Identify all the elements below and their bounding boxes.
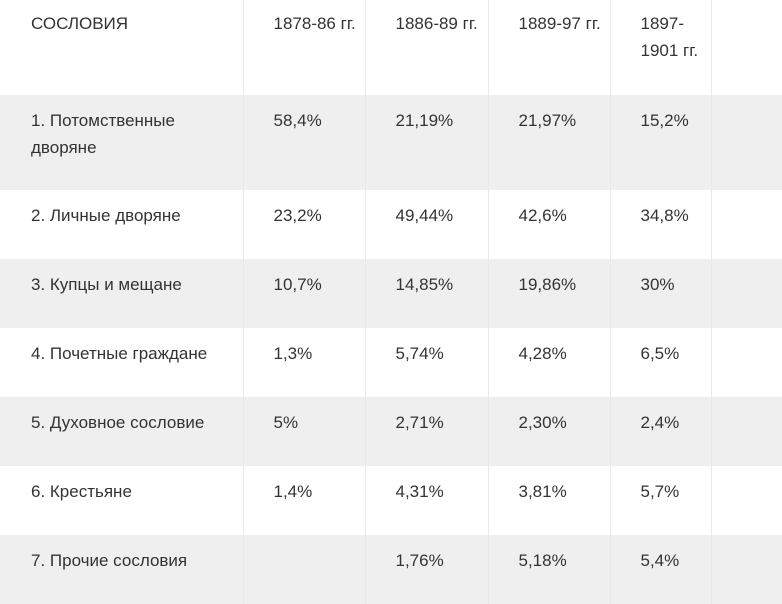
cell-value: 49,44% — [365, 190, 489, 259]
cell-value: 1,76% — [365, 535, 489, 604]
header-period-3: 1889-97 гг. — [488, 0, 611, 95]
cell-value: 2,71% — [365, 397, 489, 466]
cell-value: 4,28% — [488, 328, 611, 397]
cell-value: 14,85% — [365, 259, 489, 328]
cell-value: 2,4% — [610, 397, 712, 466]
cell-empty — [711, 466, 782, 535]
cell-value: 4,31% — [365, 466, 489, 535]
table-row: 1. Потомственные дворяне 58,4% 21,19% 21… — [0, 95, 782, 190]
cell-value: 5% — [243, 397, 366, 466]
row-label: 6. Крестьяне — [0, 466, 244, 535]
table-row: 7. Прочие сословия 1,76% 5,18% 5,4% — [0, 535, 782, 604]
table-row: 2. Личные дворяне 23,2% 49,44% 42,6% 34,… — [0, 190, 782, 259]
cell-value: 5,7% — [610, 466, 712, 535]
cell-empty — [711, 328, 782, 397]
row-label: 1. Потомственные дворяне — [0, 95, 244, 190]
cell-value: 6,5% — [610, 328, 712, 397]
header-period-4: 1897-1901 гг. — [610, 0, 712, 95]
row-label: 7. Прочие сословия — [0, 535, 244, 604]
cell-value: 5,74% — [365, 328, 489, 397]
header-estates: СОСЛОВИЯ — [0, 0, 244, 95]
cell-value: 21,19% — [365, 95, 489, 190]
cell-value — [243, 535, 366, 604]
cell-value: 30% — [610, 259, 712, 328]
cell-value: 21,97% — [488, 95, 611, 190]
cell-value: 3,81% — [488, 466, 611, 535]
header-period-2: 1886-89 гг. — [365, 0, 489, 95]
row-label: 3. Купцы и мещане — [0, 259, 244, 328]
cell-value: 19,86% — [488, 259, 611, 328]
cell-value: 15,2% — [610, 95, 712, 190]
cell-value: 58,4% — [243, 95, 366, 190]
cell-value: 10,7% — [243, 259, 366, 328]
cell-value: 1,3% — [243, 328, 366, 397]
cell-value: 1,4% — [243, 466, 366, 535]
header-period-1: 1878-86 гг. — [243, 0, 366, 95]
table-header-row: СОСЛОВИЯ 1878-86 гг. 1886-89 гг. 1889-97… — [0, 0, 782, 95]
row-label: 2. Личные дворяне — [0, 190, 244, 259]
table-row: 4. Почетные граждане 1,3% 5,74% 4,28% 6,… — [0, 328, 782, 397]
row-label: 4. Почетные граждане — [0, 328, 244, 397]
cell-empty — [711, 535, 782, 604]
cell-empty — [711, 397, 782, 466]
cell-value: 34,8% — [610, 190, 712, 259]
row-label: 5. Духовное сословие — [0, 397, 244, 466]
cell-value: 2,30% — [488, 397, 611, 466]
cell-empty — [711, 259, 782, 328]
cell-empty — [711, 190, 782, 259]
cell-value: 23,2% — [243, 190, 366, 259]
table-row: 6. Крестьяне 1,4% 4,31% 3,81% 5,7% — [0, 466, 782, 535]
header-empty — [711, 0, 782, 95]
cell-value: 5,18% — [488, 535, 611, 604]
cell-value: 42,6% — [488, 190, 611, 259]
cell-value: 5,4% — [610, 535, 712, 604]
table-row: 3. Купцы и мещане 10,7% 14,85% 19,86% 30… — [0, 259, 782, 328]
table-row: 5. Духовное сословие 5% 2,71% 2,30% 2,4% — [0, 397, 782, 466]
cell-empty — [711, 95, 782, 190]
